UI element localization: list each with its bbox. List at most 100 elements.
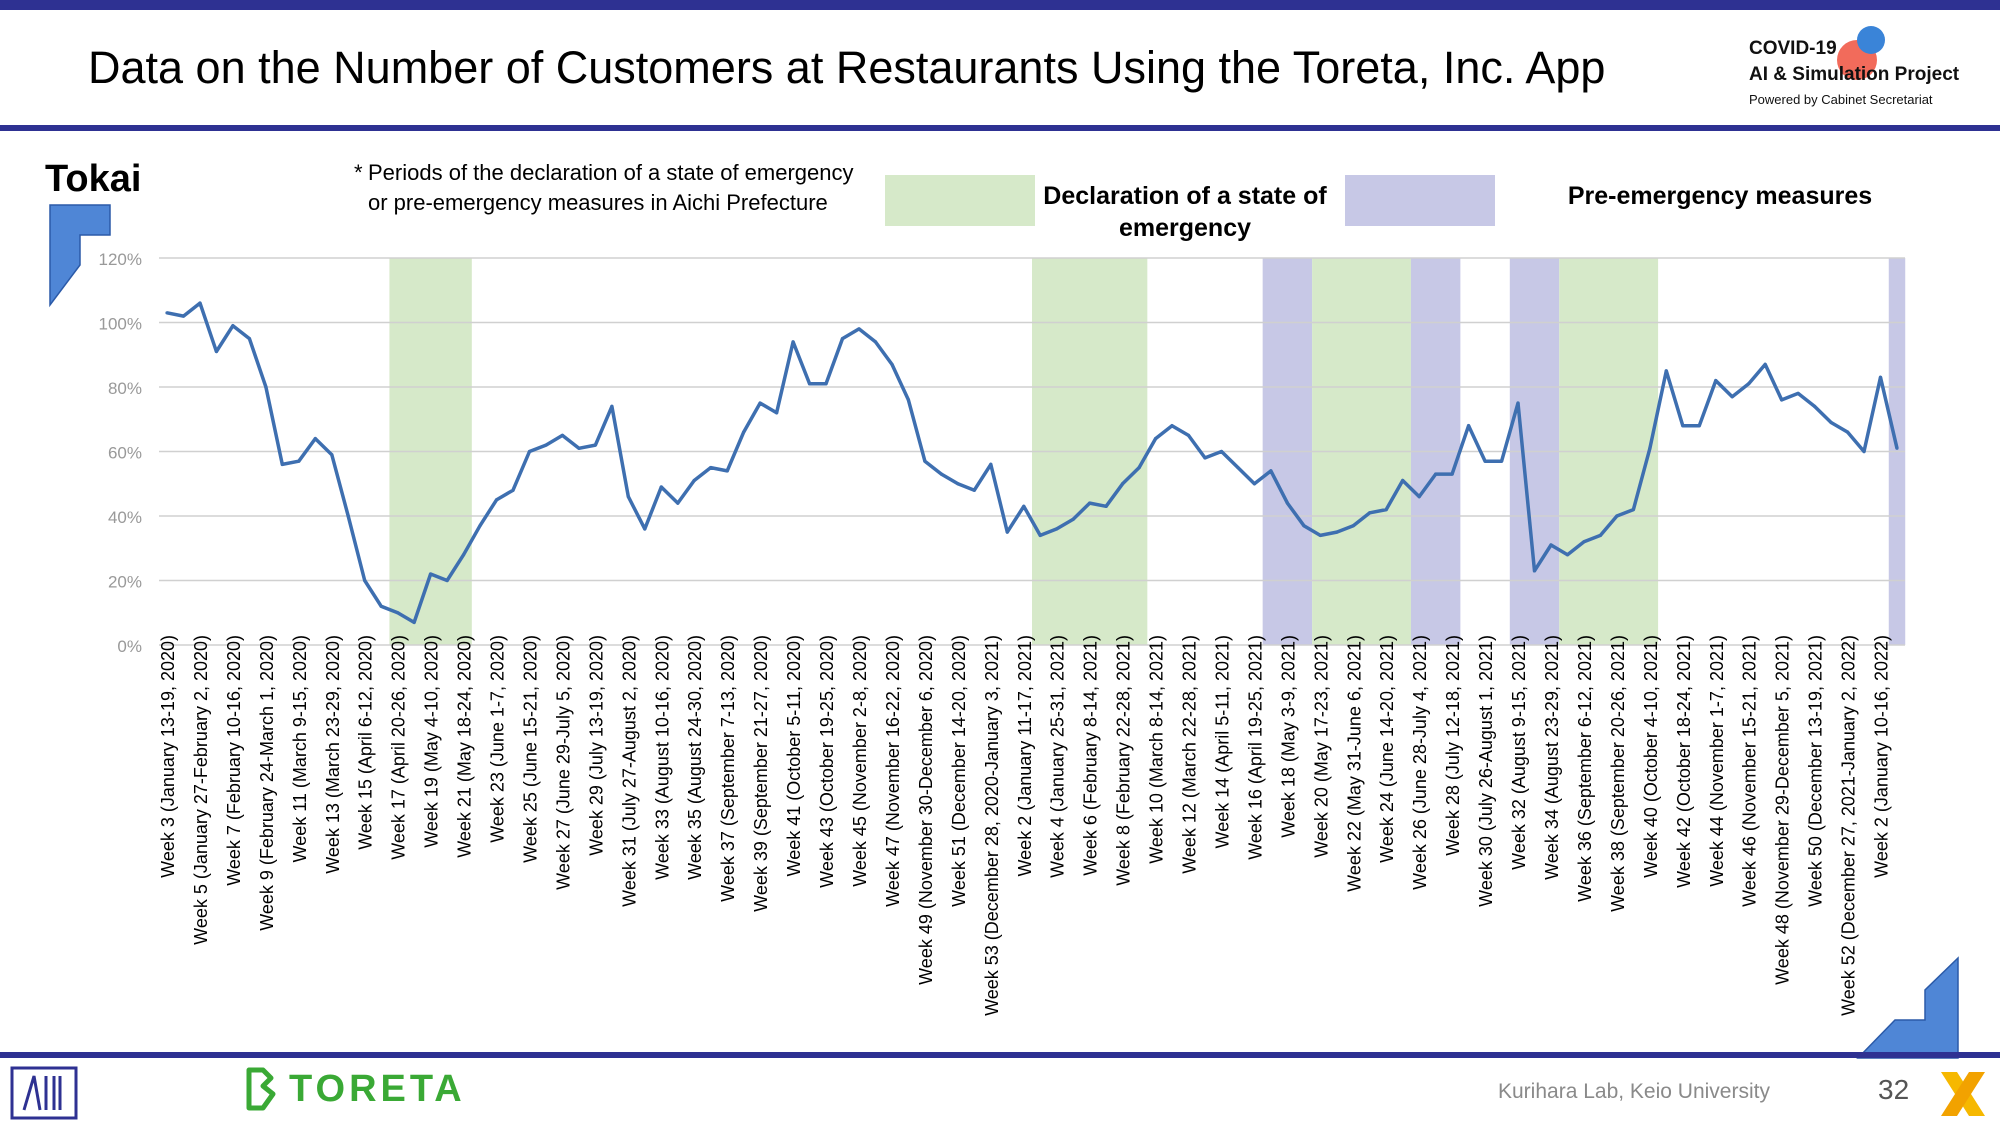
y-tick-label-0: 0% [117,637,142,656]
data-point-16 [429,572,433,576]
data-point-3 [214,349,219,354]
data-point-11 [346,514,350,518]
data-point-55 [1071,517,1075,521]
data-point-60 [1153,437,1158,441]
series-line [166,301,1899,625]
x-tick-label-23: Week 49 (November 30-December 6, 2020) [916,635,936,985]
data-point-103 [1862,449,1866,454]
data-point-25 [577,446,581,450]
data-point-6 [264,385,268,389]
logo-line3: Powered by Cabinet Secretariat [1749,92,1933,107]
data-point-86 [1582,540,1586,544]
data-point-96 [1747,382,1751,386]
x-tick-label-33: Week 16 (April 19-25, 2021) [1245,635,1265,860]
data-point-67 [1269,469,1273,473]
title-divider [0,125,2000,131]
data-point-69 [1302,524,1306,528]
x-tick-label-32: Week 14 (April 5-11, 2021) [1212,635,1232,848]
data-point-61 [1170,424,1174,428]
data-point-33 [709,466,713,470]
legend-label-pre-emergency: Pre-emergency measures [1567,182,1873,210]
data-point-71 [1335,530,1339,534]
data-point-44 [890,362,894,367]
x-tick-label-41: Week 32 (August 9-15, 2021) [1509,635,1529,870]
data-point-93 [1697,424,1701,428]
data-point-36 [758,401,762,405]
data-point-83 [1532,569,1537,573]
x-tick-label-5: Week 13 (March 23-29, 2020) [323,635,343,874]
covid-ai-logo: COVID-19 AI & Simulation Project Powered… [1745,22,1985,122]
x-tick-label-40: Week 30 (July 26-August 1, 2021) [1476,635,1496,907]
data-point-28 [626,495,630,499]
corner-marker-top-left [49,204,111,308]
legend-swatch-pre-emergency [1345,175,1495,226]
data-point-34 [725,469,729,473]
x-tick-label-44: Week 38 (September 20-26, 2021) [1608,635,1628,912]
data-point-82 [1516,401,1520,405]
data-point-92 [1681,424,1685,428]
data-point-26 [593,443,597,447]
x-tick-label-1: Week 5 (January 27-February 2, 2020) [191,635,211,945]
data-point-62 [1186,433,1191,437]
data-point-100 [1813,404,1817,408]
x-tick-label-12: Week 27 (June 29-July 5, 2020) [553,635,573,890]
x-tick-label-43: Week 36 (September 6-12, 2021) [1575,635,1595,902]
x-tick-label-38: Week 26 (June 28-July 4, 2021) [1410,635,1430,890]
data-point-7 [280,462,284,466]
data-point-0 [165,311,169,315]
data-point-65 [1236,466,1240,470]
x-tick-label-0: Week 3 (January 13-19, 2020) [158,635,178,878]
x-tick-label-15: Week 33 (August 10-16, 2020) [652,635,672,880]
data-point-90 [1648,446,1652,450]
legend-label-emergency: Declaration of a state of emergency [1043,182,1327,242]
data-point-87 [1598,533,1603,537]
data-point-77 [1434,472,1438,476]
data-point-32 [692,478,696,483]
data-point-101 [1829,420,1833,425]
toreta-logo-icon [246,1067,276,1111]
legend-swatch-emergency [885,175,1035,226]
data-point-30 [659,485,663,489]
keio-lab-logo [10,1066,78,1120]
data-point-14 [396,611,400,615]
data-point-27 [610,404,614,408]
data-point-76 [1417,495,1421,499]
data-point-13 [379,604,383,608]
data-point-24 [560,433,565,437]
lab-credit: Kurihara Lab, Keio University [1498,1080,1770,1103]
data-point-12 [363,578,367,583]
x-tick-label-14: Week 31 (July 27-August 2, 2020) [619,635,639,907]
x-tick-label-36: Week 22 (May 31-June 6, 2021) [1344,635,1364,892]
data-point-79 [1467,424,1471,428]
x-tick-label-3: Week 9 (February 24-March 1, 2020) [257,635,277,931]
data-point-74 [1384,507,1388,512]
x-tick-label-51: Week 52 (December 27, 2021-January 2, 20… [1839,635,1859,1016]
data-point-95 [1730,395,1734,399]
data-point-22 [527,449,532,454]
page-number: 32 [1878,1074,1910,1105]
data-point-41 [840,337,845,341]
x-tick-label-29: Week 8 (February 22-28, 2021) [1114,635,1134,886]
data-point-8 [297,459,301,463]
data-point-20 [494,498,499,502]
x-tick-label-45: Week 40 (October 4-10, 2021) [1641,635,1661,878]
logo-line1: COVID-19 [1749,38,1837,59]
data-point-29 [643,527,647,531]
grid-lines [159,257,1905,646]
y-tick-label-2: 40% [108,508,142,527]
data-point-9 [313,437,317,441]
x-tick-label-21: Week 45 (November 2-8, 2020) [850,635,870,887]
x-tick-label-4: Week 11 (March 9-15, 2020) [290,635,310,862]
data-point-1 [181,314,186,318]
x-tick-label-27: Week 4 (January 25-31, 2021) [1048,635,1068,878]
x-tick-label-20: Week 43 (October 19-25, 2020) [817,635,837,888]
x-tick-label-31: Week 12 (March 22-28, 2021) [1180,635,1200,874]
data-point-2 [198,301,202,305]
y-tick-label-5: 100% [99,315,142,334]
x-tick-label-9: Week 21 (May 18-24, 2020) [455,635,475,858]
data-point-88 [1615,514,1619,518]
data-point-5 [247,337,251,341]
x-logo-icon [1941,1072,1985,1116]
data-point-53 [1038,533,1042,537]
